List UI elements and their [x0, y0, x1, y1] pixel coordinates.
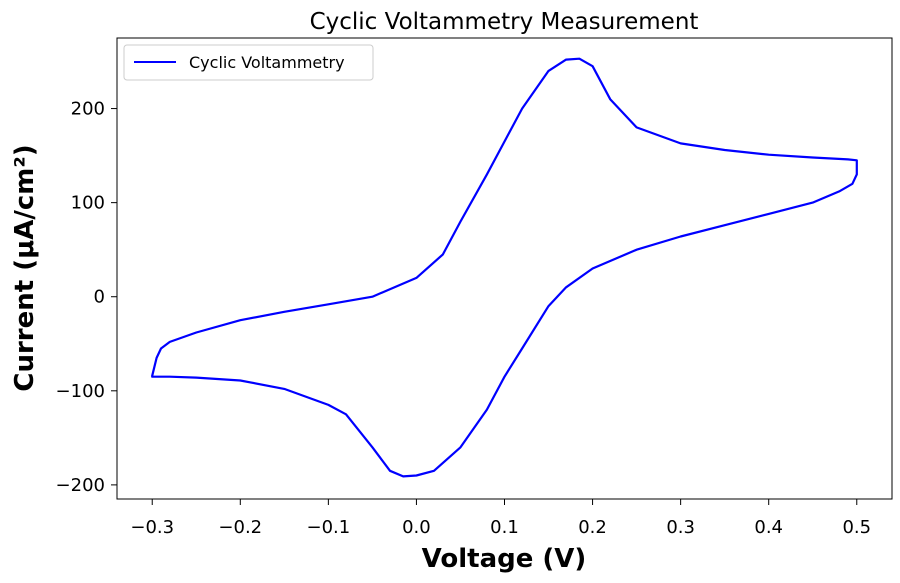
x-tick-label: 0.4: [754, 517, 783, 538]
x-tick-label: 0.5: [842, 517, 871, 538]
x-axis-label: Voltage (V): [422, 544, 587, 574]
y-axis: −200 −100 0 100 200: [56, 99, 117, 496]
legend: Cyclic Voltammetry: [123, 44, 374, 81]
y-tick-label: −100: [56, 381, 105, 402]
y-tick-label: 100: [71, 193, 105, 214]
x-tick-label: 0.1: [490, 517, 519, 538]
chart-title: Cyclic Voltammetry Measurement: [310, 9, 699, 35]
series-line: [151, 57, 858, 478]
x-tick-label: −0.3: [130, 517, 174, 538]
x-axis: −0.3 −0.2 −0.1 0.0 0.1 0.2 0.3 0.4 0.5: [130, 499, 871, 538]
data-layer: [151, 57, 858, 478]
y-axis-label: Current (μA/cm²): [10, 144, 40, 391]
y-tick-label: 200: [71, 99, 105, 120]
x-tick-label: 0.2: [578, 517, 607, 538]
x-tick-label: 0.0: [402, 517, 431, 538]
y-tick-label: 0: [94, 287, 105, 308]
x-tick-label: −0.1: [307, 517, 351, 538]
x-tick-label: −0.2: [218, 517, 262, 538]
x-tick-label: 0.3: [666, 517, 695, 538]
y-tick-label: −200: [56, 475, 105, 496]
legend-label: Cyclic Voltammetry: [189, 53, 345, 72]
legend-box: [123, 44, 374, 81]
